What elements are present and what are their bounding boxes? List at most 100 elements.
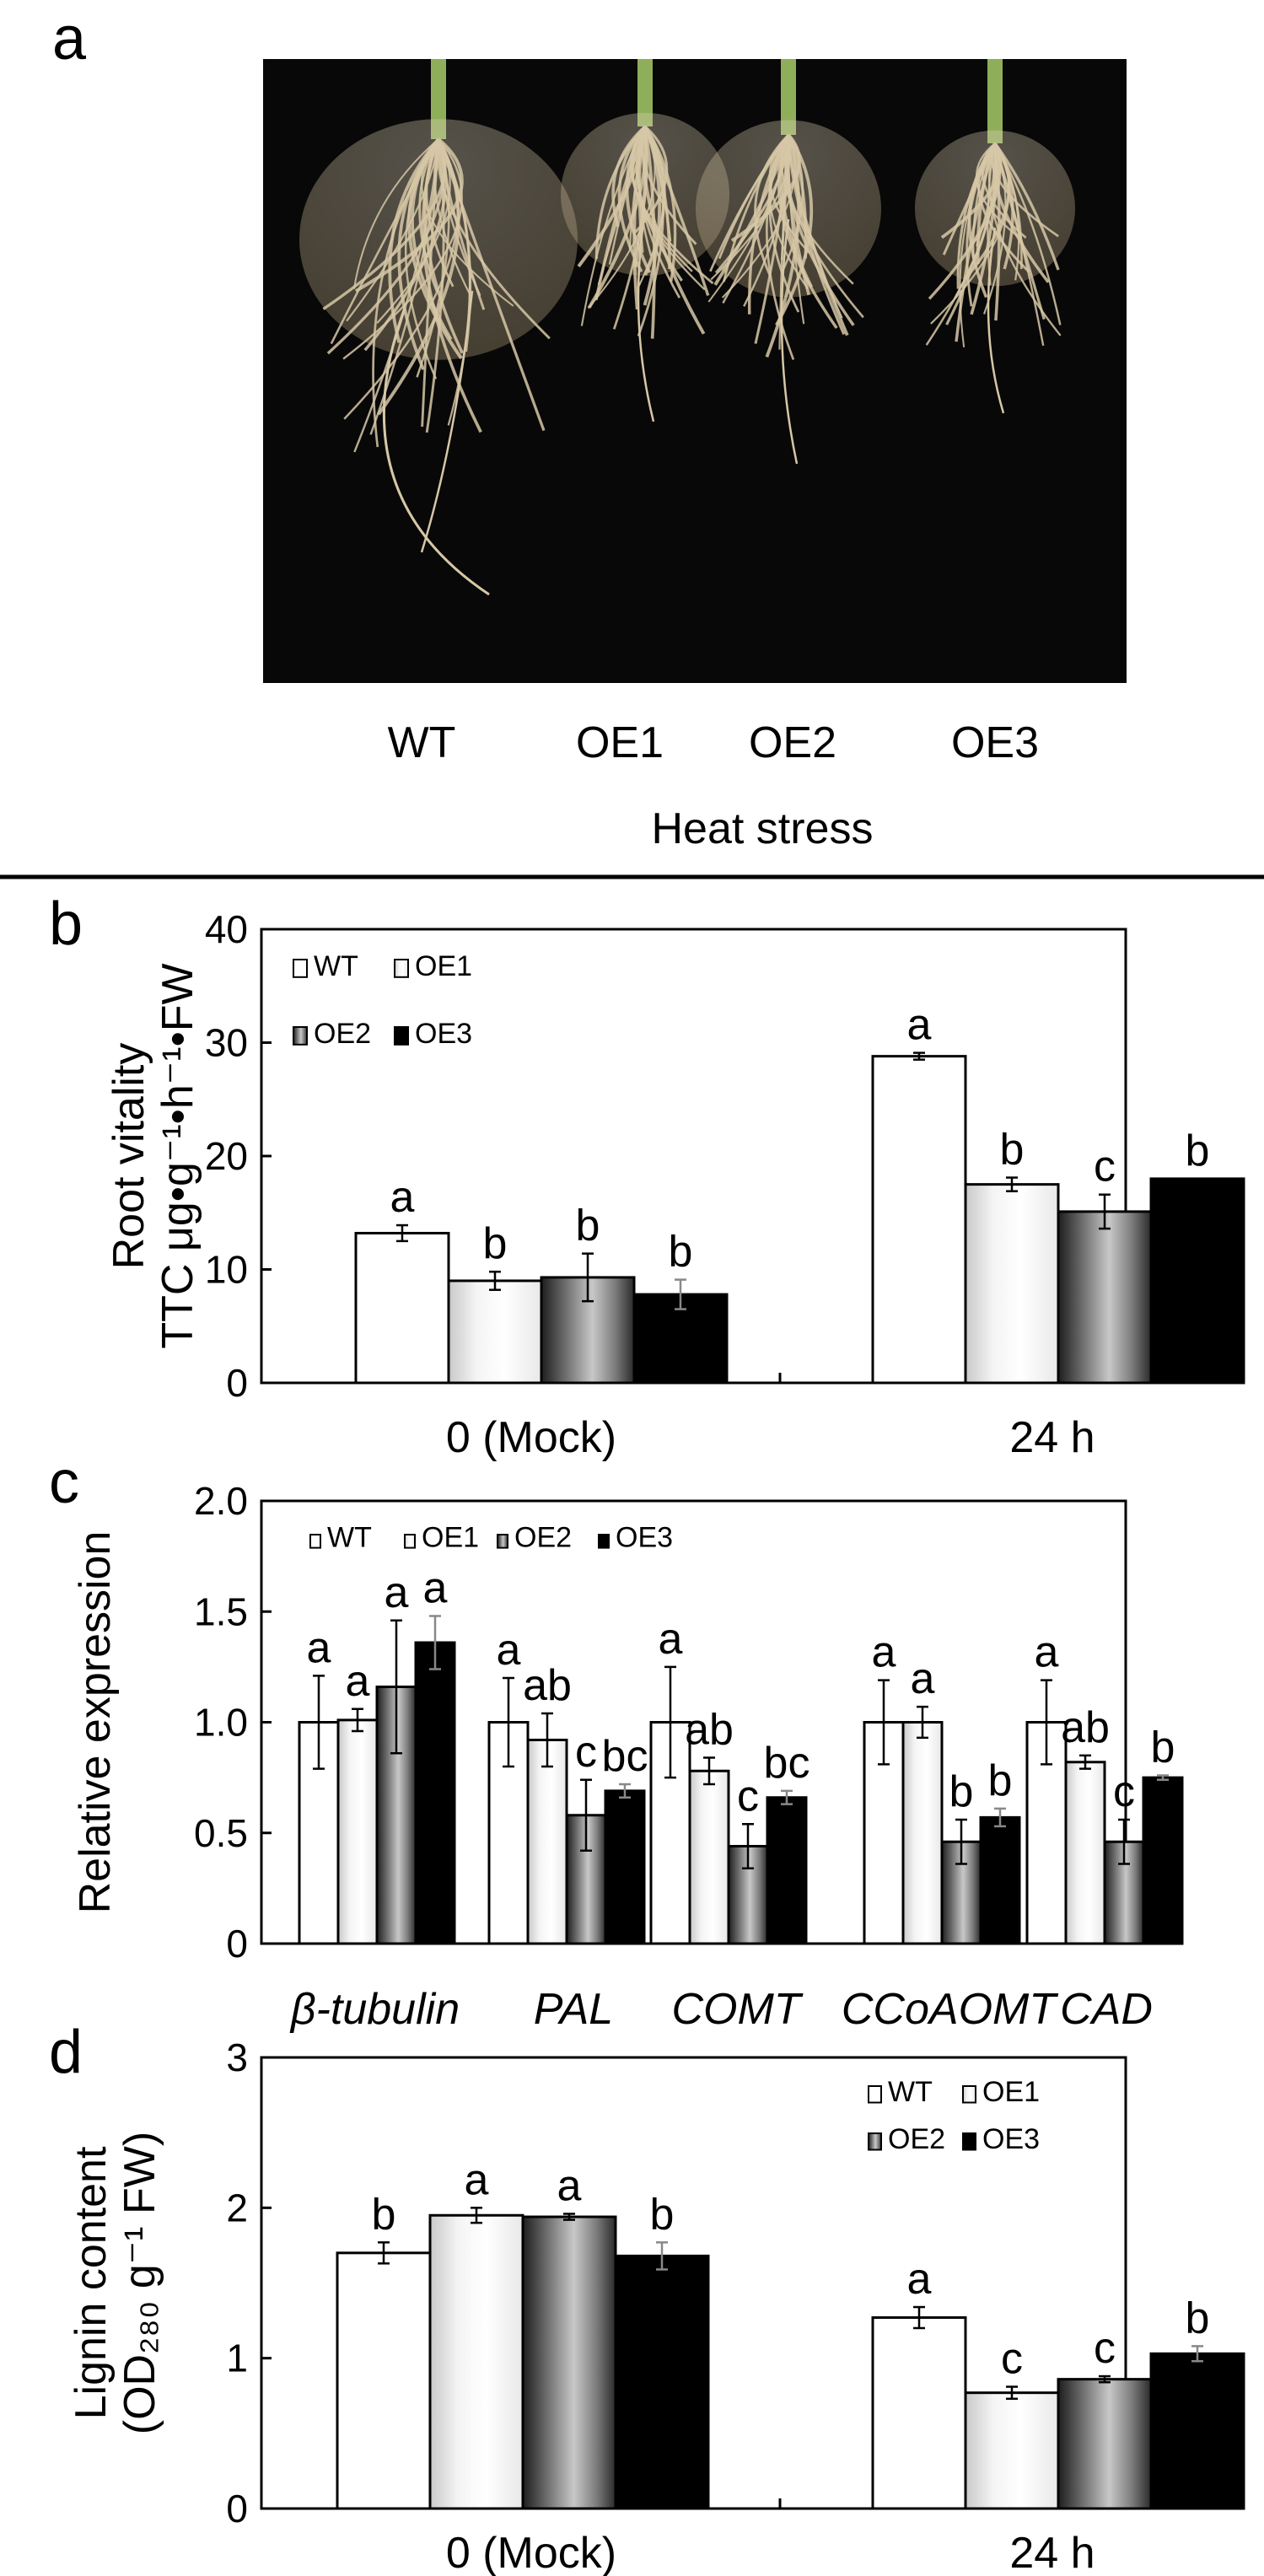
bar-wt <box>871 1055 967 1385</box>
root-strand <box>611 125 647 228</box>
heat-stress-caption: Heat stress <box>652 804 874 853</box>
panel-label-c: c <box>49 1449 79 1516</box>
x-category-label: CCoAOMT <box>842 1985 1058 2034</box>
root-strand <box>987 143 997 286</box>
legend-label-oe1: OE1 <box>982 2076 1040 2108</box>
y-tick-label: 1 <box>226 2337 248 2380</box>
legend-swatch-oe3 <box>394 1026 409 1046</box>
legend-swatch-wt <box>293 959 308 978</box>
bar-oe2 <box>1057 2378 1153 2510</box>
legend-swatch-wt <box>309 1534 321 1549</box>
bar-oe1 <box>447 1279 543 1385</box>
legend-swatch-oe1 <box>962 2085 976 2104</box>
bar-oe1 <box>964 2391 1060 2510</box>
legend-label-oe3: OE3 <box>415 1018 472 1050</box>
plant-stem <box>781 59 796 135</box>
y-tick-label: 1.5 <box>194 1589 248 1633</box>
sample-label-oe1: OE1 <box>576 718 664 767</box>
panel-a-photo <box>263 59 1127 683</box>
legend-swatch-wt <box>868 2085 882 2104</box>
significance-letter: c <box>1094 1143 1116 1191</box>
significance-letter: a <box>390 1173 415 1222</box>
x-category-label: COMT <box>671 1985 803 2034</box>
significance-letter: a <box>465 2155 489 2204</box>
legend-swatch-oe2 <box>293 1026 308 1046</box>
y-tick-label: 2 <box>226 2186 248 2229</box>
significance-letter: b <box>949 1767 974 1816</box>
significance-letter: ab <box>523 1661 572 1710</box>
x-category-label: PAL <box>534 1985 613 2034</box>
significance-letter: a <box>1035 1628 1059 1677</box>
significance-letter: b <box>650 2190 675 2239</box>
significance-letter: a <box>911 1654 935 1703</box>
bar-oe3 <box>1142 1776 1184 1945</box>
y-tick-label: 0 <box>226 2487 248 2530</box>
root-strand <box>421 138 514 307</box>
significance-letter: a <box>346 1657 370 1706</box>
significance-letter: b <box>372 2190 396 2239</box>
root-strand <box>420 290 474 553</box>
significance-letter: c <box>575 1728 597 1777</box>
root-strand <box>637 210 655 422</box>
panel-label-a: a <box>52 5 87 73</box>
sample-label-wt: WT <box>388 718 456 767</box>
root-strand <box>722 134 790 282</box>
y-tick-label: 2.0 <box>194 1479 248 1523</box>
bar-oe1 <box>336 1718 379 1945</box>
plant-stem <box>987 59 1003 143</box>
root-mass <box>299 119 578 360</box>
y-axis-label: Relative expression <box>71 1531 120 1914</box>
bar-oe1 <box>428 2213 524 2510</box>
legend-swatch-oe1 <box>404 1534 416 1549</box>
y-tick-label: 30 <box>205 1021 248 1065</box>
significance-letter: c <box>1113 1767 1135 1816</box>
significance-letter: b <box>1186 1127 1210 1175</box>
y-tick-label: 0 <box>226 1922 248 1966</box>
root-strand <box>643 126 710 296</box>
root-strand <box>433 138 473 298</box>
x-category-label: 24 h <box>1009 1413 1095 1462</box>
bar-oe1 <box>964 1183 1060 1385</box>
root-strand <box>587 126 648 309</box>
significance-letter: c <box>1001 2335 1023 2384</box>
legend-label-oe1: OE1 <box>415 950 472 982</box>
legend-swatch-oe2 <box>497 1534 508 1549</box>
bar-oe2 <box>1057 1210 1153 1385</box>
bar-oe3 <box>766 1796 808 1945</box>
x-category-label: β-tubulin <box>289 1985 460 2034</box>
significance-letter: b <box>988 1756 1013 1805</box>
panel-label-d: d <box>49 2019 83 2086</box>
significance-letter: b <box>483 1219 508 1268</box>
y-tick-label: 0 <box>226 1361 248 1405</box>
roots-illustration <box>299 59 1075 596</box>
legend-swatch-oe3 <box>962 2132 976 2151</box>
legend-label-oe1: OE1 <box>422 1521 479 1553</box>
bar-wt <box>336 2251 432 2510</box>
significance-letter: a <box>307 1623 331 1672</box>
bar-oe2 <box>521 2215 617 2510</box>
root-strand <box>383 307 490 596</box>
significance-letter: a <box>385 1568 409 1617</box>
bar-oe1 <box>526 1739 568 1945</box>
significance-letter: a <box>907 1001 932 1050</box>
bar-oe1 <box>1064 1761 1106 1945</box>
root-strand <box>710 134 791 281</box>
significance-letter: bc <box>602 1732 648 1781</box>
root-mass <box>915 130 1075 287</box>
plant-stem <box>431 59 446 139</box>
root-strand <box>780 218 799 465</box>
root-strand <box>642 126 706 335</box>
legend-swatch-oe3 <box>598 1534 610 1549</box>
significance-letter: b <box>576 1202 600 1250</box>
root-strand <box>425 138 445 433</box>
x-category-label: CAD <box>1060 1985 1153 2034</box>
y-axis-label: (OD₂₈₀ g⁻¹ FW) <box>116 2132 164 2434</box>
y-axis-label: Root vitality <box>105 1043 153 1270</box>
bar-wt <box>354 1231 450 1385</box>
significance-letter: a <box>659 1615 683 1664</box>
root-strand <box>781 134 804 273</box>
significance-letter: a <box>497 1626 521 1675</box>
bar-oe3 <box>414 1641 456 1945</box>
root-strand <box>437 138 546 432</box>
